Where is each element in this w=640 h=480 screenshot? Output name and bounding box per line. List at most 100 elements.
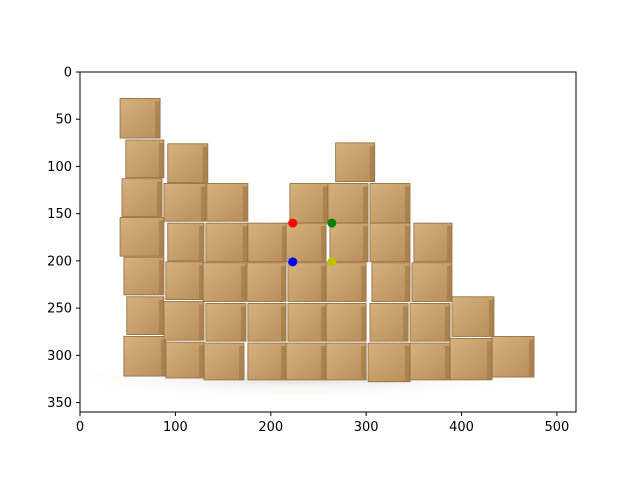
box-side-shade — [403, 306, 409, 342]
cardboard-box — [449, 337, 493, 381]
cardboard-box — [247, 302, 287, 342]
cardboard-box — [167, 222, 205, 262]
box-side-shade — [200, 186, 206, 222]
cardboard-box — [246, 262, 287, 302]
cardboard-box — [289, 183, 329, 224]
cardboard-box — [369, 302, 409, 342]
box-side-shade — [199, 345, 204, 378]
y-tick-label: 350 — [47, 396, 72, 411]
cardboard-box — [165, 341, 205, 379]
cardboard-box — [165, 261, 205, 301]
x-tick-label: 300 — [354, 420, 379, 435]
cardboard-box — [409, 342, 451, 381]
box-side-shade — [445, 306, 451, 342]
x-tick-label: 100 — [163, 420, 188, 435]
box-side-shade — [239, 346, 245, 380]
box-side-shade — [405, 346, 411, 382]
y-tick-label: 300 — [47, 349, 72, 364]
cardboard-box — [126, 296, 165, 335]
cardboard-box — [409, 302, 451, 342]
box-side-shade — [361, 306, 367, 342]
box-side-shade — [199, 264, 204, 300]
box-side-shade — [160, 339, 166, 377]
box-side-shade — [240, 265, 246, 302]
box-side-shade — [158, 299, 164, 335]
box-side-shade — [281, 226, 287, 262]
y-axis: 0 50 100 150 200 250 300 350 — [47, 66, 80, 411]
cardboard-box — [125, 139, 165, 179]
box-side-shade — [447, 226, 452, 262]
box-side-shade — [202, 146, 208, 183]
y-tick-label: 0 — [64, 66, 72, 81]
box-side-shade — [321, 265, 327, 302]
box-side-shade — [321, 346, 327, 380]
cardboard-box — [325, 262, 367, 302]
y-tick-label: 150 — [47, 207, 72, 222]
box-side-shade — [363, 226, 369, 262]
cardboard-box — [491, 336, 535, 378]
box-side-shade — [405, 226, 411, 262]
box-side-shade — [199, 304, 204, 341]
x-tick-label: 200 — [258, 420, 283, 435]
cardboard-box — [329, 222, 369, 263]
cardboard-box — [285, 342, 327, 381]
cardboard-box — [163, 301, 205, 341]
cardboard-box — [285, 222, 327, 263]
box-side-shade — [281, 265, 287, 302]
cardboard-box — [335, 142, 376, 182]
cardboard-box — [287, 262, 327, 302]
box-side-shade — [447, 265, 452, 302]
box-side-shade — [281, 346, 287, 380]
cardboard-box — [123, 336, 167, 377]
cardboard-box — [167, 143, 209, 183]
box-stack-photo — [60, 72, 576, 412]
cardboard-box — [451, 296, 495, 337]
cardboard-box — [121, 178, 163, 217]
cardboard-box — [411, 262, 453, 302]
scatter-point — [288, 257, 298, 267]
box-side-shade — [281, 306, 287, 342]
scatter-point — [288, 218, 298, 228]
box-side-shade — [240, 306, 246, 342]
box-side-shade — [369, 145, 375, 182]
cardboard-box — [123, 256, 165, 296]
cardboard-box — [369, 222, 411, 263]
x-axis: 0 100 200 300 400 500 — [76, 412, 569, 435]
cardboard-box — [287, 302, 327, 342]
box-side-shade — [405, 265, 411, 302]
box-side-shade — [199, 226, 204, 261]
box-side-shade — [363, 186, 369, 224]
box-side-shade — [242, 226, 248, 262]
box-side-shade — [157, 181, 163, 217]
cardboard-box — [202, 262, 247, 302]
x-tick-label: 500 — [545, 420, 570, 435]
box-side-shade — [321, 306, 327, 342]
cardboard-box — [325, 342, 367, 381]
cardboard-box — [163, 183, 207, 222]
scatter-point — [327, 218, 337, 228]
box-side-shade — [323, 186, 328, 224]
y-tick-label: 250 — [47, 302, 72, 317]
box-side-shade — [242, 186, 248, 222]
cardboard-box — [369, 183, 411, 224]
box-side-shade — [529, 339, 535, 378]
box-side-shade — [158, 143, 164, 178]
x-tick-label: 0 — [76, 420, 84, 435]
cardboard-box — [119, 217, 165, 257]
box-side-shade — [321, 226, 327, 262]
cardboard-box — [205, 222, 249, 263]
cardboard-box — [247, 342, 287, 381]
scatter-points — [288, 218, 337, 267]
box-side-shade — [361, 346, 367, 380]
cardboard-box — [203, 342, 245, 381]
x-tick-label: 400 — [449, 420, 474, 435]
cardboard-box — [325, 302, 367, 342]
box-side-shade — [405, 186, 411, 224]
cardboard-box — [247, 222, 288, 263]
box-side-shade — [361, 265, 367, 302]
box-side-shade — [155, 101, 161, 139]
cardboard-box — [119, 98, 161, 139]
box-side-shade — [158, 220, 164, 257]
cardboard-box — [413, 222, 453, 263]
